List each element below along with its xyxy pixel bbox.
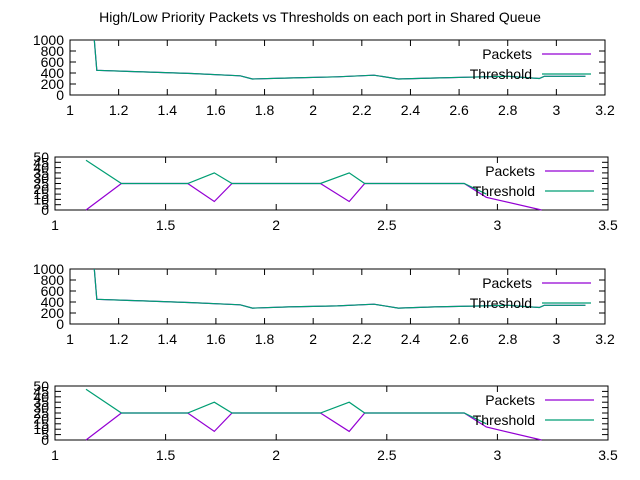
panel-3-xtick-label: 1.6 xyxy=(206,331,226,347)
panel-2-xtick-label: 2 xyxy=(272,217,280,233)
panel-3-xtick-label: 2.6 xyxy=(449,331,469,347)
chart-title: High/Low Priority Packets vs Thresholds … xyxy=(99,9,541,25)
panel-3-xtick-label: 2 xyxy=(309,331,317,347)
panel-1-ytick-label: 1000 xyxy=(33,32,64,48)
panel-2-ytick-label: 5 xyxy=(41,197,49,213)
panel-1-legend-label: Threshold xyxy=(470,66,532,82)
panel-2-legend-label: Packets xyxy=(485,163,535,179)
panel-3-legend-label: Threshold xyxy=(470,295,532,311)
panel-4-legend-label: Packets xyxy=(485,392,535,408)
panel-2-ytick-label: 10 xyxy=(33,191,49,207)
panel-2-ytick-label: 0 xyxy=(41,202,49,218)
panel-4-legend-label: Threshold xyxy=(473,412,535,428)
panel-1-ytick-label: 600 xyxy=(41,54,65,70)
panel-3-xtick-label: 1.4 xyxy=(158,331,178,347)
panel-3-xtick-label: 2.4 xyxy=(401,331,421,347)
panel-1-xtick-label: 2 xyxy=(309,102,317,118)
panel-1-xtick-label: 1.4 xyxy=(158,102,178,118)
panel-3-series-threshold xyxy=(93,268,586,309)
panel-1-xtick-label: 2.4 xyxy=(401,102,421,118)
panel-4-xtick-label: 2.5 xyxy=(377,447,397,463)
panel-1-ytick-label: 800 xyxy=(41,43,65,59)
panel-2-ytick-label: 20 xyxy=(33,181,49,197)
panel-1-xtick-label: 3.2 xyxy=(595,102,615,118)
panel-1-xtick-label: 1.6 xyxy=(206,102,226,118)
panel-1-xtick-label: 1.8 xyxy=(255,102,275,118)
panel-2-xtick-label: 3.5 xyxy=(598,217,618,233)
panel-3-xtick-label: 2.2 xyxy=(352,331,372,347)
panel-3-xtick-label: 1.8 xyxy=(255,331,275,347)
panel-1-xtick-label: 2.8 xyxy=(498,102,518,118)
panel-4-ytick-label: 5 xyxy=(41,427,49,443)
panel-3-xtick-label: 3.2 xyxy=(595,331,615,347)
panel-4-xtick-label: 3 xyxy=(494,447,502,463)
panel-2-xtick-label: 1 xyxy=(51,217,59,233)
panel-1-frame xyxy=(69,39,606,96)
panel-2-legend-label: Threshold xyxy=(473,183,535,199)
panel-1-xtick-label: 1 xyxy=(66,102,74,118)
panel-3-xtick-label: 3 xyxy=(552,331,560,347)
panel-2-ytick-label: 30 xyxy=(33,170,49,186)
panel-3-ytick-label: 800 xyxy=(41,272,65,288)
panel-4-series-threshold xyxy=(85,388,487,425)
panel-2-ytick-label: 50 xyxy=(33,149,49,165)
panel-3-ytick-label: 600 xyxy=(41,283,65,299)
panel-1-xtick-label: 1.2 xyxy=(109,102,129,118)
panel-3-frame xyxy=(69,268,606,325)
panel-2-xtick-label: 1.5 xyxy=(156,217,176,233)
panel-3-xtick-label: 2.8 xyxy=(498,331,518,347)
panel-1-series-threshold xyxy=(93,39,586,80)
panel-2-xtick-label: 2.5 xyxy=(377,217,397,233)
panel-4-ytick-label: 25 xyxy=(33,405,49,421)
panel-4-ytick-label: 35 xyxy=(33,394,49,410)
panel-2-ytick-label: 35 xyxy=(33,165,49,181)
panel-1-ytick-label: 200 xyxy=(41,76,65,92)
panel-2-ytick-label: 15 xyxy=(33,186,49,202)
panel-3-legend-label: Packets xyxy=(482,275,532,291)
panel-4-xtick-label: 1.5 xyxy=(156,447,176,463)
panel-4-xtick-label: 3.5 xyxy=(598,447,618,463)
panel-4-ytick-label: 0 xyxy=(41,432,49,448)
panel-3-ytick-label: 0 xyxy=(56,316,64,332)
panel-3-xtick-label: 1 xyxy=(66,331,74,347)
panel-1-ytick-label: 400 xyxy=(41,65,65,81)
panel-4-ytick-label: 40 xyxy=(33,389,49,405)
panel-2-ytick-label: 40 xyxy=(33,160,49,176)
panel-4-ytick-label: 20 xyxy=(33,410,49,426)
panel-2-ytick-label: 45 xyxy=(33,154,49,170)
panel-4-xtick-label: 1 xyxy=(51,447,59,463)
panel-1-ytick-label: 0 xyxy=(56,87,64,103)
panel-4-ytick-label: 10 xyxy=(33,421,49,437)
panel-3-ytick-label: 400 xyxy=(41,294,65,310)
panel-4-xtick-label: 2 xyxy=(272,447,280,463)
panel-4-ytick-label: 15 xyxy=(33,416,49,432)
panel-4-ytick-label: 50 xyxy=(33,378,49,394)
panel-4-ytick-label: 30 xyxy=(33,400,49,416)
panel-4-ytick-label: 45 xyxy=(33,383,49,399)
panel-1-legend-label: Packets xyxy=(482,46,532,62)
panel-3-xtick-label: 1.2 xyxy=(109,331,129,347)
panel-2-series-threshold xyxy=(85,159,487,195)
panel-2-ytick-label: 25 xyxy=(33,176,49,192)
panel-2-xtick-label: 3 xyxy=(494,217,502,233)
panel-3-ytick-label: 200 xyxy=(41,305,65,321)
panel-1-xtick-label: 2.6 xyxy=(449,102,469,118)
panel-1-xtick-label: 2.2 xyxy=(352,102,372,118)
panel-3-ytick-label: 1000 xyxy=(33,261,64,277)
panel-1-xtick-label: 3 xyxy=(552,102,560,118)
